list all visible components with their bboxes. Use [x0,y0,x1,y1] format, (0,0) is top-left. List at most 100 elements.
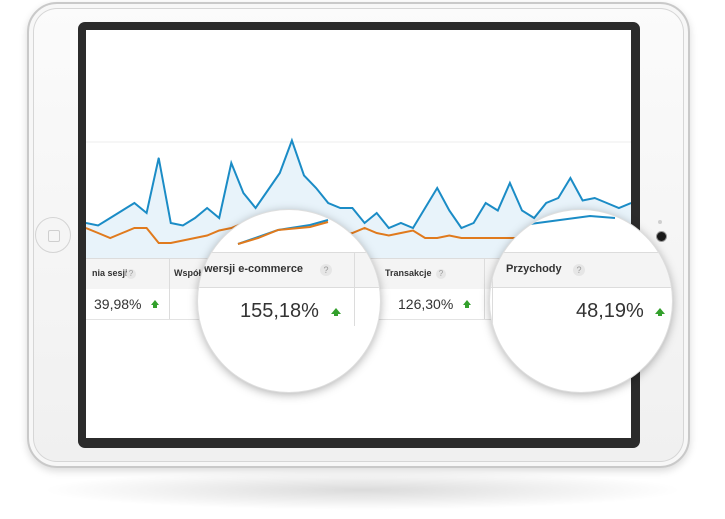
data-point-primary[interactable] [339,207,341,209]
data-point-primary[interactable] [351,207,354,209]
data-point-secondary[interactable] [158,242,160,244]
question-mark-icon[interactable]: ? [126,269,136,279]
data-point-primary[interactable] [86,222,87,224]
data-point-primary[interactable] [533,217,535,219]
data-point-primary[interactable] [448,209,450,212]
data-point-primary[interactable] [424,207,426,209]
data-point-primary[interactable] [618,207,620,209]
data-point-secondary[interactable] [121,232,123,234]
data-point-primary[interactable] [545,202,547,204]
data-point-primary[interactable] [400,222,402,224]
data-point-primary[interactable] [497,209,499,212]
data-point-primary[interactable] [315,187,317,189]
data-point-primary[interactable] [436,187,438,189]
data-point-primary[interactable] [194,217,196,219]
data-point-secondary[interactable] [170,242,172,244]
column-divider [492,252,493,326]
data-point-primary[interactable] [472,222,475,224]
data-point-secondary[interactable] [206,234,208,237]
value-ecommerce-conversion: 155,18% [240,300,319,322]
data-point-secondary[interactable] [145,227,148,229]
column-divider [169,258,170,319]
data-point-primary[interactable] [630,202,631,204]
data-point-secondary[interactable] [133,227,136,229]
data-point-secondary[interactable] [363,227,366,229]
header-revenue: Przychody [506,263,562,275]
data-point-primary[interactable] [291,139,293,142]
header-ecommerce-conversion: wersji e-commerce [204,263,304,275]
data-point-primary[interactable] [109,217,111,219]
question-mark-icon[interactable]: ? [320,264,332,276]
value-revenue: 48,19% [576,300,644,322]
data-point-secondary[interactable] [436,237,438,239]
data-point-primary[interactable] [485,202,487,204]
data-point-primary[interactable] [182,224,184,227]
data-point-primary[interactable] [569,177,572,179]
data-point-primary[interactable] [606,202,608,204]
data-point-primary[interactable] [363,222,366,224]
data-point-secondary[interactable] [376,232,378,234]
arrow-up-icon [331,308,341,316]
value-transactions: 126,30% [398,296,454,312]
sessions-line-chart [86,137,631,258]
data-point-primary[interactable] [242,192,245,194]
data-point-secondary[interactable] [194,237,196,239]
arrow-up-icon [655,308,665,316]
data-point-primary[interactable] [460,227,463,229]
column-divider [354,252,355,326]
data-point-primary[interactable] [279,172,281,174]
data-point-primary[interactable] [121,209,123,212]
series-area-primary [86,140,631,258]
data-point-secondary[interactable] [400,232,402,234]
magnifier-revenue: Przychody ? 48,19% [490,210,672,392]
data-point-secondary[interactable] [460,237,463,239]
data-point-secondary[interactable] [351,232,354,234]
header-partial: Współ [174,268,201,278]
value-conversion-rate: 39,98% [94,296,142,312]
data-point-secondary[interactable] [472,237,475,239]
data-point-primary[interactable] [509,182,511,184]
column-divider [484,258,485,319]
data-point-primary[interactable] [412,227,414,229]
data-point-secondary[interactable] [509,237,511,239]
series-line-secondary [237,221,329,245]
question-mark-icon[interactable]: ? [573,264,585,276]
data-point-primary[interactable] [327,202,329,204]
data-point-primary[interactable] [581,199,584,202]
data-point-primary[interactable] [267,189,269,192]
magnified-chart-segment [529,214,616,225]
series-line-primary [529,214,616,225]
data-point-secondary[interactable] [109,237,111,239]
data-point-secondary[interactable] [218,229,220,232]
data-point-primary[interactable] [376,212,378,214]
data-point-primary[interactable] [557,197,559,199]
data-point-secondary[interactable] [97,232,99,234]
data-point-primary[interactable] [218,217,220,219]
data-point-primary[interactable] [230,162,232,164]
data-point-secondary[interactable] [424,237,426,239]
data-point-secondary[interactable] [448,234,450,237]
data-point-primary[interactable] [254,207,257,209]
data-point-primary[interactable] [158,157,160,159]
data-point-primary[interactable] [133,202,136,204]
data-point-primary[interactable] [170,222,172,224]
sensor-icon [658,220,662,224]
data-point-primary[interactable] [388,227,390,229]
data-point-secondary[interactable] [388,234,390,237]
data-point-secondary[interactable] [485,237,487,239]
data-point-primary[interactable] [521,209,523,212]
data-point-primary[interactable] [594,197,596,199]
data-point-secondary[interactable] [497,237,499,239]
data-point-secondary[interactable] [86,227,87,229]
data-point-primary[interactable] [97,224,99,227]
data-point-primary[interactable] [206,207,208,209]
data-point-secondary[interactable] [412,229,414,232]
header-transactions: Transakcje [385,268,432,278]
data-point-secondary[interactable] [182,239,184,242]
question-mark-icon[interactable]: ? [436,269,446,279]
data-point-secondary[interactable] [230,227,232,229]
data-point-primary[interactable] [145,212,148,214]
home-button[interactable] [35,217,71,253]
arrow-up-icon [151,300,159,308]
data-point-primary[interactable] [303,174,305,177]
